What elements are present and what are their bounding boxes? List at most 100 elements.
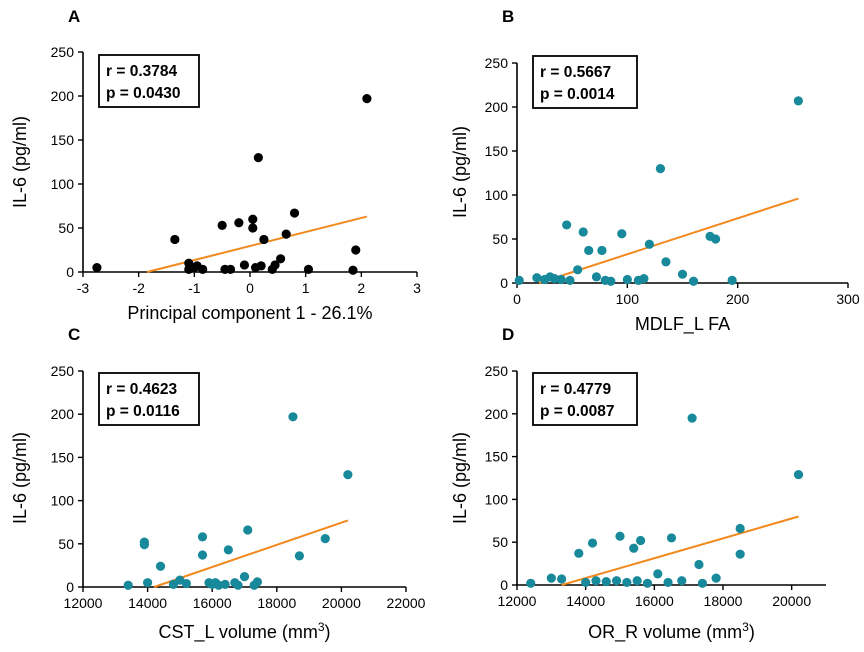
panel-c-data-point [233, 580, 243, 590]
panel-d-y-tick-label: 50 [492, 534, 508, 550]
panel-c-data-point [220, 579, 230, 590]
panel-b-y-tick-label: 0 [500, 275, 508, 291]
panel-a-data-point [248, 223, 258, 233]
panel-a-data-point [281, 229, 291, 239]
panel-a-data-point [259, 234, 269, 245]
panel-a-data-point [248, 214, 258, 224]
panel-d-data-point [611, 576, 622, 586]
panel-d-data-point [653, 569, 663, 579]
panel-a-data-point [289, 208, 300, 218]
panel-b-data-point [677, 269, 688, 279]
panel-d-x-tick-label: 14000 [566, 593, 605, 609]
panel-d-x-tick-label: 12000 [498, 593, 537, 609]
panel-d-data-point [581, 577, 591, 588]
panel-a-data-point [198, 264, 208, 274]
panel-d-y-tick-label: 0 [500, 577, 508, 593]
panel-d-y-tick-label: 200 [485, 406, 509, 422]
panel-a-x-tick-label: 1 [302, 280, 310, 296]
panel-a-stats-box [98, 54, 200, 108]
panel-c-data-point [252, 577, 263, 587]
panel-b-y-label: IL-6 (pg/ml) [450, 126, 470, 218]
panel-d-y-label: IL-6 (pg/ml) [450, 432, 470, 524]
panel-a-data-point [170, 234, 180, 245]
panel-a-data-point [92, 263, 102, 273]
panel-b-stats-box [532, 55, 638, 109]
panel-a-y-tick-label: 200 [51, 88, 75, 104]
panel-b-data-point [514, 275, 524, 285]
panel-c-letter: C [68, 325, 80, 344]
panel-b-fit-line [538, 197, 799, 284]
panel-c-y-tick-label: 200 [51, 406, 75, 422]
panel-a-data-point [253, 153, 263, 163]
panel-a-x-label: Principal component 1 - 26.1% [127, 303, 372, 323]
panel-b-data-point [591, 272, 602, 282]
panel-b-x-tick-label: 200 [726, 291, 750, 307]
panel-d-data-point [587, 538, 598, 548]
panel-c-x-tick-label: 14000 [128, 595, 167, 611]
panel-d-letter: D [502, 325, 514, 344]
panel-a-data-point [225, 264, 236, 274]
panel-d-data-point [591, 576, 601, 586]
panel-a-data-point [256, 261, 266, 271]
panel-b-data-point [573, 265, 583, 275]
panel-d: D 0 50 100 150 200 250 12000 14000 16000 18000 2000… [450, 325, 826, 643]
panel-c-data-point [143, 578, 153, 588]
panel-a-data-point [270, 260, 280, 270]
panel-a-data-point [217, 220, 227, 230]
panel-c-data-point [320, 534, 330, 544]
panel-a-x-tick-label: 0 [246, 280, 254, 296]
panel-c-data-point [223, 545, 233, 555]
panel-b-data-point [597, 245, 607, 256]
panel-b-data-point [556, 274, 566, 285]
panel-b-data-point [727, 275, 737, 285]
panel-c-stat-p: p = 0.0116 [106, 403, 180, 420]
panel-d-data-point [601, 576, 611, 587]
panel-b-y-tick-label: 200 [485, 99, 509, 115]
panel-a-stat-r: r = 0.3784 [106, 63, 177, 80]
panel-c-data-point [343, 470, 353, 480]
panel-d-data-point [615, 531, 625, 541]
panel-a-y-tick-label: 100 [51, 176, 75, 192]
panel-c: C 0 50 100 150 200 250 12000 14000 16000 18000 2000… [10, 325, 426, 643]
panel-a-letter: A [68, 7, 80, 26]
panel-a-data-point [351, 245, 361, 255]
panel-b-data-point [644, 239, 655, 249]
panel-c-data-point [288, 412, 298, 422]
panel-c-y-tick-label: 50 [58, 536, 74, 552]
panel-a-x-tick-label: -3 [77, 280, 90, 296]
panel-b-data-point [793, 96, 803, 106]
panel-a-y-tick-label: 50 [58, 220, 74, 236]
panel-b-data-point [578, 227, 588, 237]
panel-d-data-point [735, 523, 745, 534]
panel-b-data-point [622, 274, 632, 285]
panel-a-stat-p: p = 0.0430 [106, 85, 181, 102]
panel-d-data-point [694, 559, 704, 570]
panel-c-y-tick-label: 100 [51, 493, 75, 509]
panel-c-y-tick-label: 0 [66, 579, 74, 595]
panel-b-y-tick-label: 150 [485, 143, 509, 159]
panel-d-data-point [636, 535, 646, 546]
panel-d-y-tick-label: 100 [485, 491, 509, 507]
panel-c-x-tick-label: 16000 [193, 595, 232, 611]
panel-a-x-tick-label: -2 [132, 280, 145, 296]
panel-d-data-point [622, 577, 632, 588]
panel-a-y-tick-label: 0 [66, 264, 74, 280]
panel-b: B 0 50 100 150 200 250 0 100 200 300 IL-6 (pg/ml) MD… [450, 7, 860, 335]
panel-b-y-tick-label: 100 [485, 187, 509, 203]
panel-b-stat-p: p = 0.0014 [540, 86, 615, 103]
panel-a-data-point [303, 264, 314, 274]
panel-c-y-label: IL-6 (pg/ml) [10, 432, 30, 524]
panel-b-data-point [565, 275, 575, 285]
panel-b-y-tick-label: 50 [492, 231, 508, 247]
panel-b-data-point [711, 234, 721, 244]
panel-b-y-tick-label: 250 [485, 55, 509, 71]
panel-b-data-point [655, 164, 666, 174]
panel-a-data-point [234, 218, 244, 228]
panel-c-fit-line [153, 519, 349, 588]
panel-d-fit-line [561, 515, 799, 586]
panel-a-data-point [239, 260, 250, 270]
panel-d-x-label: OR_R volume (mm3) [588, 620, 755, 643]
panel-c-data-point [197, 532, 208, 542]
panel-b-letter: B [502, 7, 514, 26]
panel-b-x-tick-label: 0 [513, 291, 521, 307]
